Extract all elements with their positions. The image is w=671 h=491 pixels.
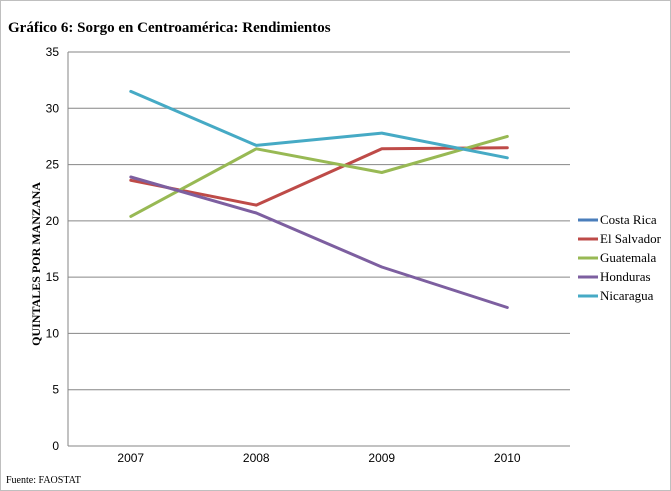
legend-label: Costa Rica [600, 212, 657, 227]
series-line [129, 134, 509, 218]
series-line [129, 146, 509, 207]
x-tick-label: 2010 [494, 451, 521, 465]
y-tick-label: 35 [46, 45, 60, 59]
y-axis-title: QUINTALES POR MANZANA [29, 182, 43, 346]
y-tick-label: 20 [46, 214, 60, 228]
x-tick-label: 2009 [368, 451, 395, 465]
legend-label: Guatemala [600, 250, 657, 265]
y-tick-label: 5 [52, 383, 59, 397]
y-tick-label: 0 [52, 439, 59, 453]
y-tick-label: 15 [46, 270, 60, 284]
series-line [129, 175, 509, 309]
legend-label: El Salvador [600, 231, 662, 246]
source-note: Fuente: FAOSTAT [6, 475, 81, 486]
chart-title: Gráfico 6: Sorgo en Centroamérica: Rendi… [8, 20, 331, 36]
legend-label: Nicaragua [600, 288, 654, 303]
legend-label: Honduras [600, 269, 651, 284]
series-line [129, 89, 509, 160]
x-tick-label: 2008 [243, 451, 270, 465]
x-tick-label: 2007 [117, 451, 144, 465]
y-tick-label: 10 [46, 326, 60, 340]
y-tick-label: 30 [46, 101, 60, 115]
y-tick-label: 25 [46, 158, 60, 172]
